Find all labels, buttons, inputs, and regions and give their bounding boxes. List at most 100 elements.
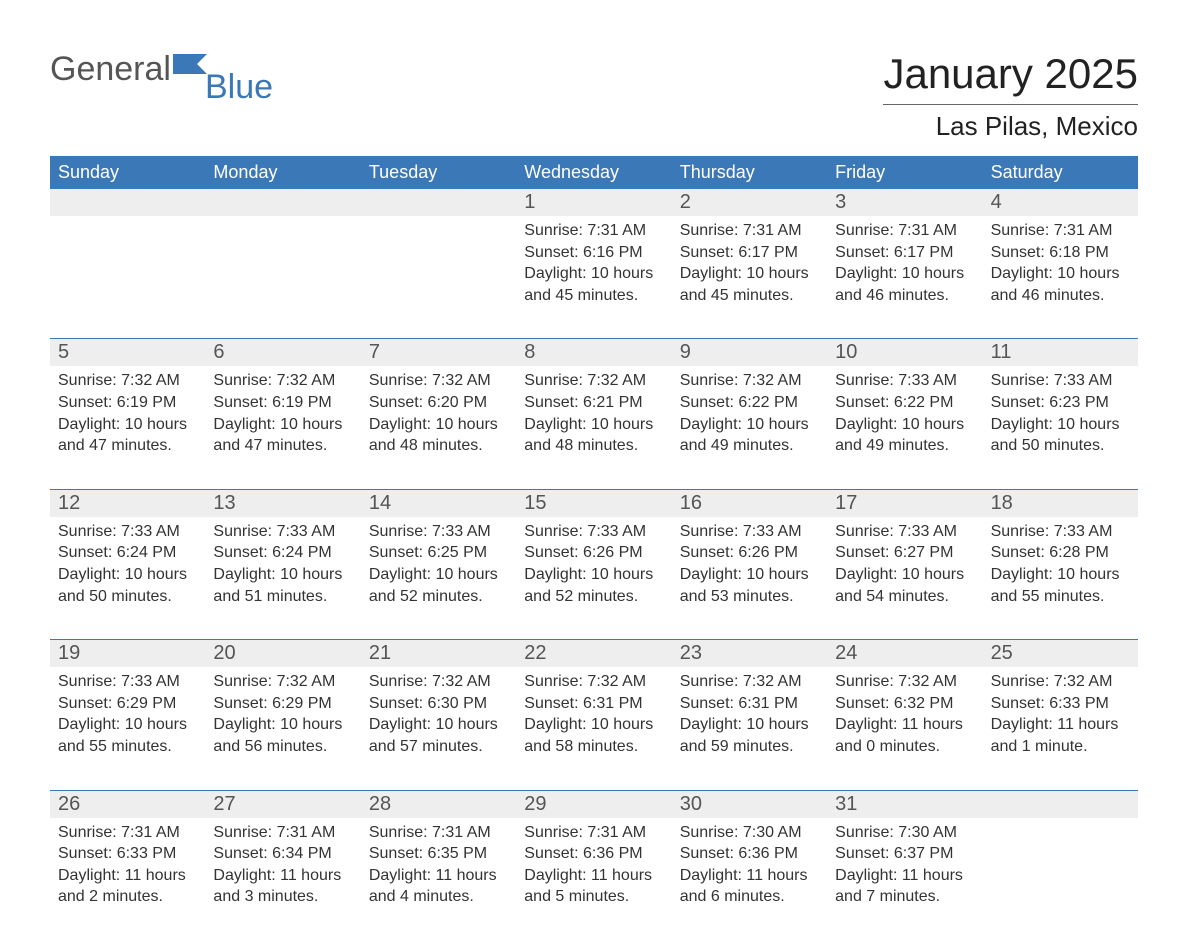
sunrise-line: Sunrise: 7:33 AM	[680, 521, 819, 543]
daylight-line: Daylight: 10 hours and 56 minutes.	[213, 714, 352, 757]
sunrise-line: Sunrise: 7:31 AM	[369, 822, 508, 844]
daylight-line: Daylight: 11 hours and 5 minutes.	[524, 865, 663, 908]
sunset-line: Sunset: 6:28 PM	[991, 542, 1130, 564]
sunrise-line: Sunrise: 7:32 AM	[991, 671, 1130, 693]
day-body: Sunrise: 7:30 AMSunset: 6:36 PMDaylight:…	[672, 818, 827, 910]
day-number: 16	[672, 490, 827, 517]
day-body: Sunrise: 7:33 AMSunset: 6:26 PMDaylight:…	[672, 517, 827, 609]
day-body: Sunrise: 7:31 AMSunset: 6:34 PMDaylight:…	[205, 818, 360, 910]
day-number: 18	[983, 490, 1138, 517]
day-body: Sunrise: 7:33 AMSunset: 6:27 PMDaylight:…	[827, 517, 982, 609]
day-body: Sunrise: 7:32 AMSunset: 6:19 PMDaylight:…	[205, 366, 360, 458]
sunrise-line: Sunrise: 7:33 AM	[369, 521, 508, 543]
daylight-line: Daylight: 10 hours and 55 minutes.	[58, 714, 197, 757]
day-of-week-header: Friday	[827, 156, 982, 189]
sunrise-line: Sunrise: 7:31 AM	[524, 822, 663, 844]
empty-body	[50, 216, 205, 308]
sunset-line: Sunset: 6:19 PM	[213, 392, 352, 414]
empty-body	[983, 818, 1138, 910]
logo-word2: Blue	[205, 68, 273, 107]
day-number: 25	[983, 640, 1138, 667]
empty-cell	[50, 189, 205, 216]
day-body: Sunrise: 7:31 AMSunset: 6:17 PMDaylight:…	[672, 216, 827, 308]
daylight-line: Daylight: 10 hours and 50 minutes.	[58, 564, 197, 607]
sunrise-line: Sunrise: 7:31 AM	[524, 220, 663, 242]
day-body: Sunrise: 7:32 AMSunset: 6:30 PMDaylight:…	[361, 667, 516, 759]
day-body: Sunrise: 7:32 AMSunset: 6:21 PMDaylight:…	[516, 366, 671, 458]
empty-body	[205, 216, 360, 308]
sunrise-line: Sunrise: 7:33 AM	[835, 370, 974, 392]
sunrise-line: Sunrise: 7:31 AM	[213, 822, 352, 844]
sunset-line: Sunset: 6:31 PM	[524, 693, 663, 715]
day-body: Sunrise: 7:33 AMSunset: 6:24 PMDaylight:…	[205, 517, 360, 609]
header: General Blue January 2025 Las Pilas, Mex…	[50, 40, 1138, 152]
day-number: 15	[516, 490, 671, 517]
daylight-line: Daylight: 10 hours and 49 minutes.	[680, 414, 819, 457]
sunset-line: Sunset: 6:27 PM	[835, 542, 974, 564]
daylight-line: Daylight: 10 hours and 46 minutes.	[991, 263, 1130, 306]
empty-cell	[205, 189, 360, 216]
sunrise-line: Sunrise: 7:32 AM	[680, 370, 819, 392]
sunset-line: Sunset: 6:17 PM	[680, 242, 819, 264]
sunset-line: Sunset: 6:23 PM	[991, 392, 1130, 414]
day-number: 20	[205, 640, 360, 667]
day-body: Sunrise: 7:31 AMSunset: 6:33 PMDaylight:…	[50, 818, 205, 910]
sunrise-line: Sunrise: 7:30 AM	[835, 822, 974, 844]
sunrise-line: Sunrise: 7:33 AM	[524, 521, 663, 543]
day-body: Sunrise: 7:32 AMSunset: 6:29 PMDaylight:…	[205, 667, 360, 759]
day-number: 11	[983, 339, 1138, 366]
daylight-line: Daylight: 10 hours and 52 minutes.	[524, 564, 663, 607]
sunset-line: Sunset: 6:18 PM	[991, 242, 1130, 264]
sunset-line: Sunset: 6:36 PM	[524, 843, 663, 865]
daylight-line: Daylight: 11 hours and 7 minutes.	[835, 865, 974, 908]
day-body: Sunrise: 7:31 AMSunset: 6:17 PMDaylight:…	[827, 216, 982, 308]
sunset-line: Sunset: 6:32 PM	[835, 693, 974, 715]
location-label: Las Pilas, Mexico	[883, 111, 1138, 142]
sunrise-line: Sunrise: 7:32 AM	[369, 671, 508, 693]
day-body: Sunrise: 7:33 AMSunset: 6:25 PMDaylight:…	[361, 517, 516, 609]
title-rule	[883, 104, 1138, 105]
daylight-line: Daylight: 10 hours and 47 minutes.	[213, 414, 352, 457]
sunrise-line: Sunrise: 7:31 AM	[680, 220, 819, 242]
sunset-line: Sunset: 6:35 PM	[369, 843, 508, 865]
sunset-line: Sunset: 6:16 PM	[524, 242, 663, 264]
logo: General Blue	[50, 40, 275, 89]
sunset-line: Sunset: 6:24 PM	[58, 542, 197, 564]
day-body: Sunrise: 7:30 AMSunset: 6:37 PMDaylight:…	[827, 818, 982, 910]
sunrise-line: Sunrise: 7:32 AM	[213, 671, 352, 693]
day-body: Sunrise: 7:31 AMSunset: 6:16 PMDaylight:…	[516, 216, 671, 308]
day-number: 28	[361, 791, 516, 818]
sunrise-line: Sunrise: 7:31 AM	[835, 220, 974, 242]
sunset-line: Sunset: 6:24 PM	[213, 542, 352, 564]
day-number: 4	[983, 189, 1138, 216]
day-body: Sunrise: 7:31 AMSunset: 6:18 PMDaylight:…	[983, 216, 1138, 308]
day-body: Sunrise: 7:31 AMSunset: 6:36 PMDaylight:…	[516, 818, 671, 910]
daylight-line: Daylight: 10 hours and 48 minutes.	[369, 414, 508, 457]
empty-cell	[361, 189, 516, 216]
daylight-line: Daylight: 11 hours and 1 minute.	[991, 714, 1130, 757]
daylight-line: Daylight: 10 hours and 45 minutes.	[680, 263, 819, 306]
daylight-line: Daylight: 10 hours and 50 minutes.	[991, 414, 1130, 457]
day-number: 17	[827, 490, 982, 517]
day-of-week-header: Sunday	[50, 156, 205, 189]
sunrise-line: Sunrise: 7:33 AM	[991, 370, 1130, 392]
daylight-line: Daylight: 10 hours and 45 minutes.	[524, 263, 663, 306]
day-body: Sunrise: 7:32 AMSunset: 6:20 PMDaylight:…	[361, 366, 516, 458]
day-body: Sunrise: 7:32 AMSunset: 6:33 PMDaylight:…	[983, 667, 1138, 759]
day-number: 8	[516, 339, 671, 366]
sunrise-line: Sunrise: 7:31 AM	[991, 220, 1130, 242]
sunset-line: Sunset: 6:20 PM	[369, 392, 508, 414]
day-number: 22	[516, 640, 671, 667]
sunrise-line: Sunrise: 7:31 AM	[58, 822, 197, 844]
day-body: Sunrise: 7:33 AMSunset: 6:24 PMDaylight:…	[50, 517, 205, 609]
sunrise-line: Sunrise: 7:32 AM	[524, 370, 663, 392]
day-number: 31	[827, 791, 982, 818]
daylight-line: Daylight: 10 hours and 55 minutes.	[991, 564, 1130, 607]
sunrise-line: Sunrise: 7:32 AM	[213, 370, 352, 392]
day-body: Sunrise: 7:32 AMSunset: 6:31 PMDaylight:…	[672, 667, 827, 759]
day-of-week-header: Wednesday	[516, 156, 671, 189]
day-body: Sunrise: 7:33 AMSunset: 6:28 PMDaylight:…	[983, 517, 1138, 609]
day-body: Sunrise: 7:33 AMSunset: 6:22 PMDaylight:…	[827, 366, 982, 458]
sunrise-line: Sunrise: 7:33 AM	[835, 521, 974, 543]
logo-word1: General	[50, 50, 171, 89]
